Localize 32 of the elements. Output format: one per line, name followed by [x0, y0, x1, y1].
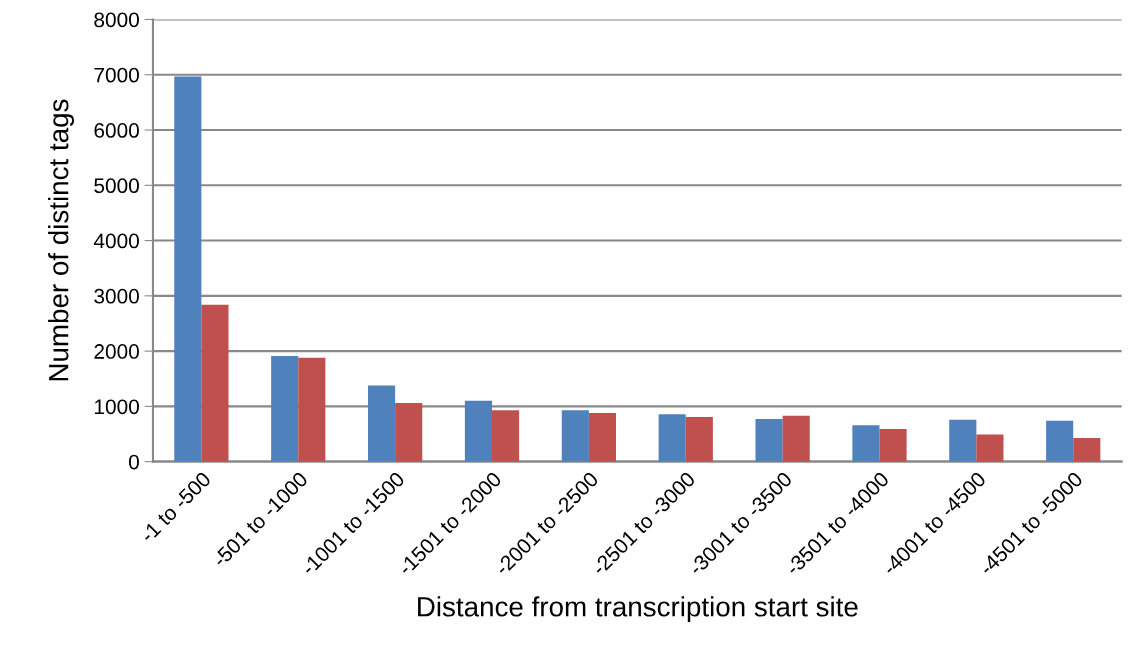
y-tick-label: 6000 — [94, 123, 139, 138]
bar — [298, 357, 326, 462]
bar — [492, 410, 520, 462]
bar — [588, 413, 616, 462]
y-tick-label: 0 — [128, 454, 139, 470]
bar — [685, 416, 713, 462]
x-tick-label: -1 to -500 — [139, 470, 212, 544]
bar — [976, 434, 1004, 462]
y-tick-label: 3000 — [94, 288, 139, 304]
bar — [782, 415, 810, 462]
x-axis-title: Distance from transcription start site — [418, 596, 858, 623]
bar — [852, 425, 880, 462]
bar — [879, 429, 907, 462]
y-tick-label: 4000 — [93, 233, 139, 249]
bar — [368, 385, 396, 462]
y-tick-label: 7000 — [94, 67, 139, 83]
bar — [464, 400, 493, 462]
bar — [1046, 420, 1074, 462]
bar — [174, 76, 202, 462]
y-axis-title: Number of distinct tags — [48, 99, 74, 381]
bar — [1073, 437, 1101, 462]
bar — [755, 419, 783, 462]
y-tick-label: 1000 — [95, 399, 139, 415]
bar — [949, 419, 977, 462]
bar — [658, 414, 686, 462]
bar — [395, 403, 423, 462]
y-tick-label: 8000 — [94, 12, 139, 28]
y-tick-label: 2000 — [94, 344, 139, 359]
y-tick-label: 5000 — [94, 178, 139, 194]
bar — [561, 410, 589, 462]
bar — [201, 304, 229, 462]
bar — [271, 356, 299, 462]
